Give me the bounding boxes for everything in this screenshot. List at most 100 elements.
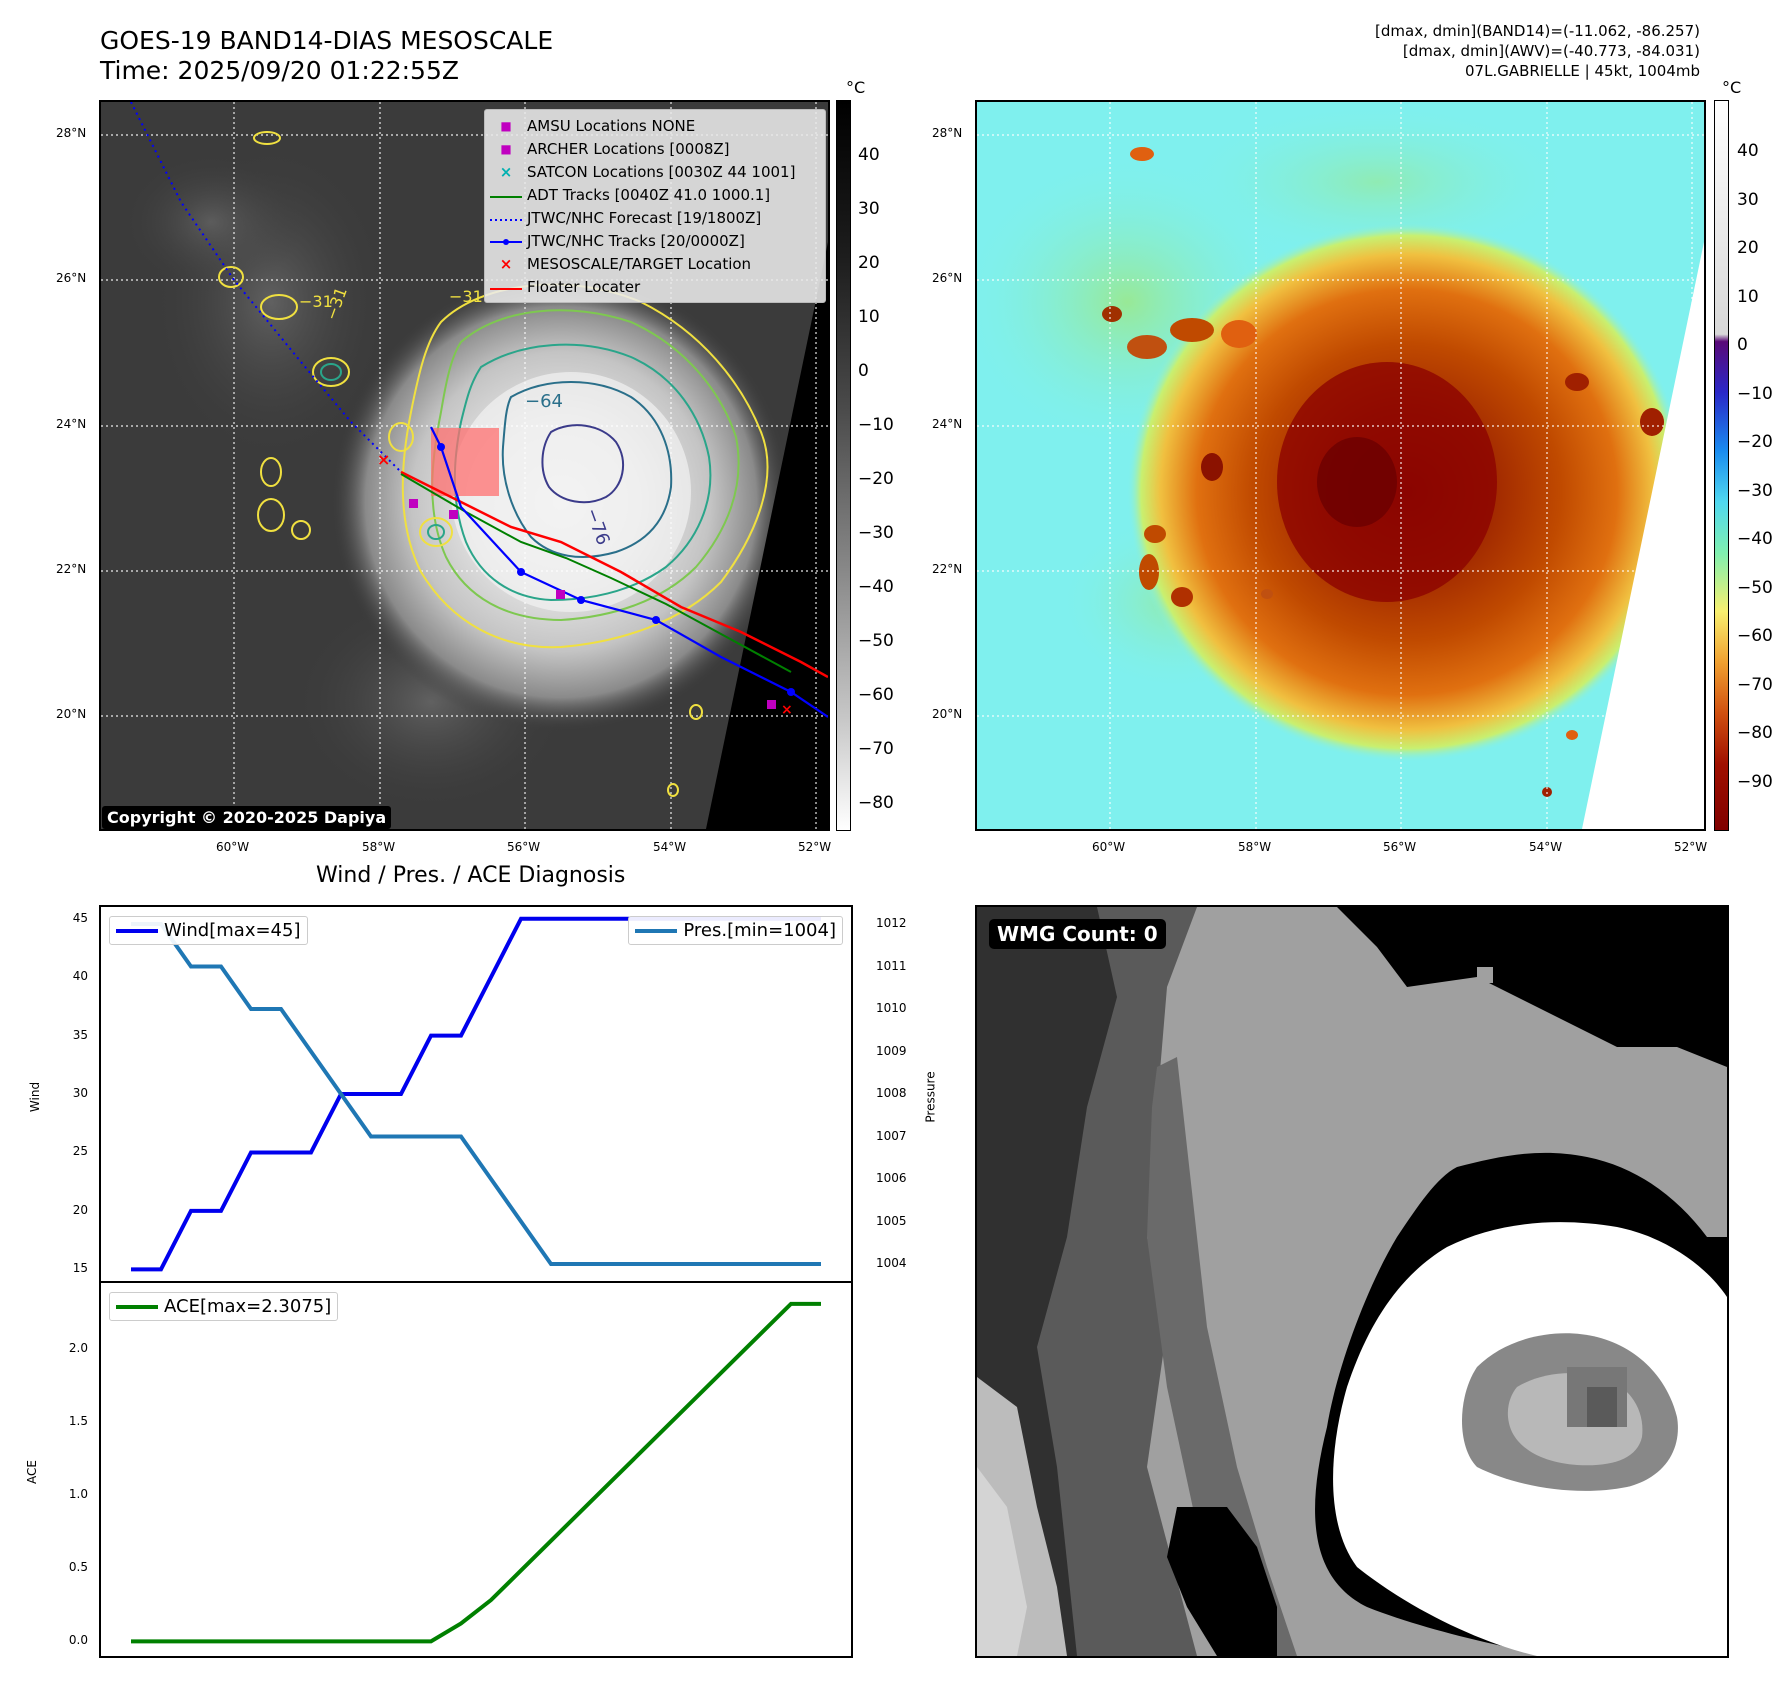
pressure-y-tick: 1012 <box>876 916 907 930</box>
awv-colorbar-tick: 40 <box>1737 141 1759 161</box>
wind-y-tick: 15 <box>72 1261 88 1276</box>
mesoscale-target-marker: × <box>377 450 390 469</box>
pressure-axis-label: Pressure <box>923 1071 938 1123</box>
info-band14-range: [dmax, dmin](BAND14)=(-11.062, -86.257) <box>1375 22 1700 40</box>
awv-gridlines <box>977 102 1704 829</box>
ir-map-panel: −31 −31 −31 −64 −76 × × ■ AM <box>99 100 830 831</box>
wind-y-tick: 40 <box>72 969 88 984</box>
ir-colorbar-tick: −80 <box>858 793 894 813</box>
pressure-legend: Pres.[min=1004] <box>628 916 843 945</box>
ir-lat-26: 26°N <box>56 271 87 285</box>
legend-adt: ADT Tracks [0040Z 41.0 1000.1] <box>490 185 771 204</box>
legend-archer: ■ ARCHER Locations [0008Z] <box>500 139 730 158</box>
wind-y-tick: 25 <box>72 1144 88 1159</box>
awv-lon-58: 58°W <box>1238 840 1272 854</box>
awv-colorbar-tick: 10 <box>1737 286 1759 307</box>
ir-colorbar-tick: −30 <box>858 523 894 543</box>
ir-colorbar-tick: −40 <box>858 577 894 597</box>
contour-label-4: −64 <box>525 391 563 412</box>
legend-satcon: × SATCON Locations [0030Z 44 1001] <box>499 162 796 181</box>
awv-lat-28: 28°N <box>932 126 963 140</box>
ir-colorbar-tick: −10 <box>858 415 894 435</box>
contour-label-2: −31 <box>449 287 483 306</box>
pressure-y-tick: 1010 <box>876 1001 907 1015</box>
awv-colorbar-unit: °C <box>1722 78 1742 97</box>
awv-colorbar-tick: −50 <box>1737 577 1773 598</box>
ir-colorbar-tick: 20 <box>858 253 880 273</box>
ace-y-tick: 2.0 <box>68 1340 88 1355</box>
floater-locater-track <box>400 470 828 679</box>
archer-markers <box>409 499 776 709</box>
ir-lat-22: 22°N <box>56 562 87 576</box>
ir-colorbar-tick: −50 <box>858 631 894 651</box>
awv-colorbar-tick: 0 <box>1737 335 1748 355</box>
awv-colorbar-tick: −10 <box>1737 383 1773 404</box>
contour-label-1: −31 <box>299 292 333 311</box>
ir-lon-54: 54°W <box>653 840 687 854</box>
wind-pressure-svg <box>131 916 821 1272</box>
ir-colorbar <box>836 100 851 831</box>
wind-legend: Wind[max=45] <box>109 916 308 945</box>
ace-legend: ACE[max=2.3075] <box>109 1292 339 1321</box>
wind-series-line <box>131 916 821 1272</box>
awv-lon-52: 52°W <box>1674 840 1708 854</box>
legend-forecast: JTWC/NHC Forecast [19/1800Z] <box>490 208 762 227</box>
wind-y-tick: 30 <box>72 1086 88 1100</box>
ir-lon-52: 52°W <box>798 840 832 854</box>
awv-lat-20: 20°N <box>932 707 963 721</box>
awv-colorbar-tick: −90 <box>1737 771 1773 792</box>
awv-lat-26: 26°N <box>932 271 963 285</box>
pressure-series-line <box>131 922 821 1266</box>
legend-amsu: ■ AMSU Locations NONE <box>500 116 696 135</box>
ace-series-line <box>131 1301 821 1644</box>
pressure-y-tick: 1005 <box>876 1213 907 1228</box>
awv-lon-60: 60°W <box>1092 840 1126 854</box>
title-line2: Time: 2025/09/20 01:22:55Z <box>100 56 459 85</box>
awv-colorbar-tick: 20 <box>1737 238 1759 258</box>
wmg-count-label: WMG Count: 0 <box>989 919 1166 949</box>
info-awv-range: [dmax, dmin](AWV)=(-40.773, -84.031) <box>1402 42 1700 60</box>
ir-colorbar-unit: °C <box>846 78 866 97</box>
legend-jtwc-tracks: JTWC/NHC Tracks [20/0000Z] <box>485 229 825 252</box>
ir-colorbar-tick: −60 <box>858 685 894 705</box>
jtwc-tracks <box>430 426 828 718</box>
awv-colorbar-tick: −60 <box>1737 626 1773 646</box>
ace-svg <box>131 1301 821 1644</box>
awv-lat-24: 24°N <box>932 417 963 431</box>
wind-y-tick: 35 <box>72 1027 88 1042</box>
adt-track <box>400 473 792 673</box>
awv-colorbar-tick: −70 <box>1737 674 1773 695</box>
ir-colorbar-tick: 10 <box>858 307 880 327</box>
ace-y-tick: 0.5 <box>68 1560 88 1575</box>
copyright-label: Copyright © 2020-2025 Dapiya <box>102 806 392 829</box>
wind-axis-label: Wind <box>28 1081 43 1113</box>
wind-y-tick: 45 <box>72 910 88 925</box>
awv-colorbar-tick: 30 <box>1737 189 1759 210</box>
ir-colorbar-tick: −70 <box>858 739 894 759</box>
ace-y-tick: 1.5 <box>68 1413 88 1428</box>
awv-colorbar-tick: −20 <box>1737 432 1773 452</box>
ir-lon-58: 58°W <box>362 840 396 854</box>
ace-plot: ACE[max=2.3075] <box>99 1281 853 1658</box>
wind-pressure-plot: Wind[max=45] Pres.[min=1004] <box>99 905 853 1283</box>
ir-lat-24: 24°N <box>56 417 87 431</box>
ace-y-tick: 0.0 <box>68 1633 88 1648</box>
awv-colorbar <box>1714 100 1729 831</box>
pressure-y-tick: 1009 <box>876 1043 907 1058</box>
pressure-y-tick: 1007 <box>876 1128 907 1143</box>
awv-lon-56: 56°W <box>1383 840 1417 854</box>
ir-legend: ■ AMSU Locations NONE ■ ARCHER Locations [… <box>484 109 826 303</box>
awv-map-svg <box>977 102 1704 829</box>
floater-box <box>431 428 499 496</box>
jtwc-forecast-track <box>130 102 402 473</box>
ir-lat-20: 20°N <box>56 707 87 721</box>
wind-y-tick: 20 <box>72 1202 88 1217</box>
ace-axis-label: ACE <box>24 1460 39 1484</box>
awv-colorbar-tick: −40 <box>1737 529 1773 549</box>
awv-lon-54: 54°W <box>1529 840 1563 854</box>
pressure-y-tick: 1008 <box>876 1086 907 1100</box>
ir-colorbar-tick: 0 <box>858 361 869 381</box>
diagnosis-title: Wind / Pres. / ACE Diagnosis <box>316 863 626 888</box>
wmg-panel: WMG Count: 0 <box>975 905 1729 1658</box>
legend-floater: Floater Locater <box>490 277 641 296</box>
